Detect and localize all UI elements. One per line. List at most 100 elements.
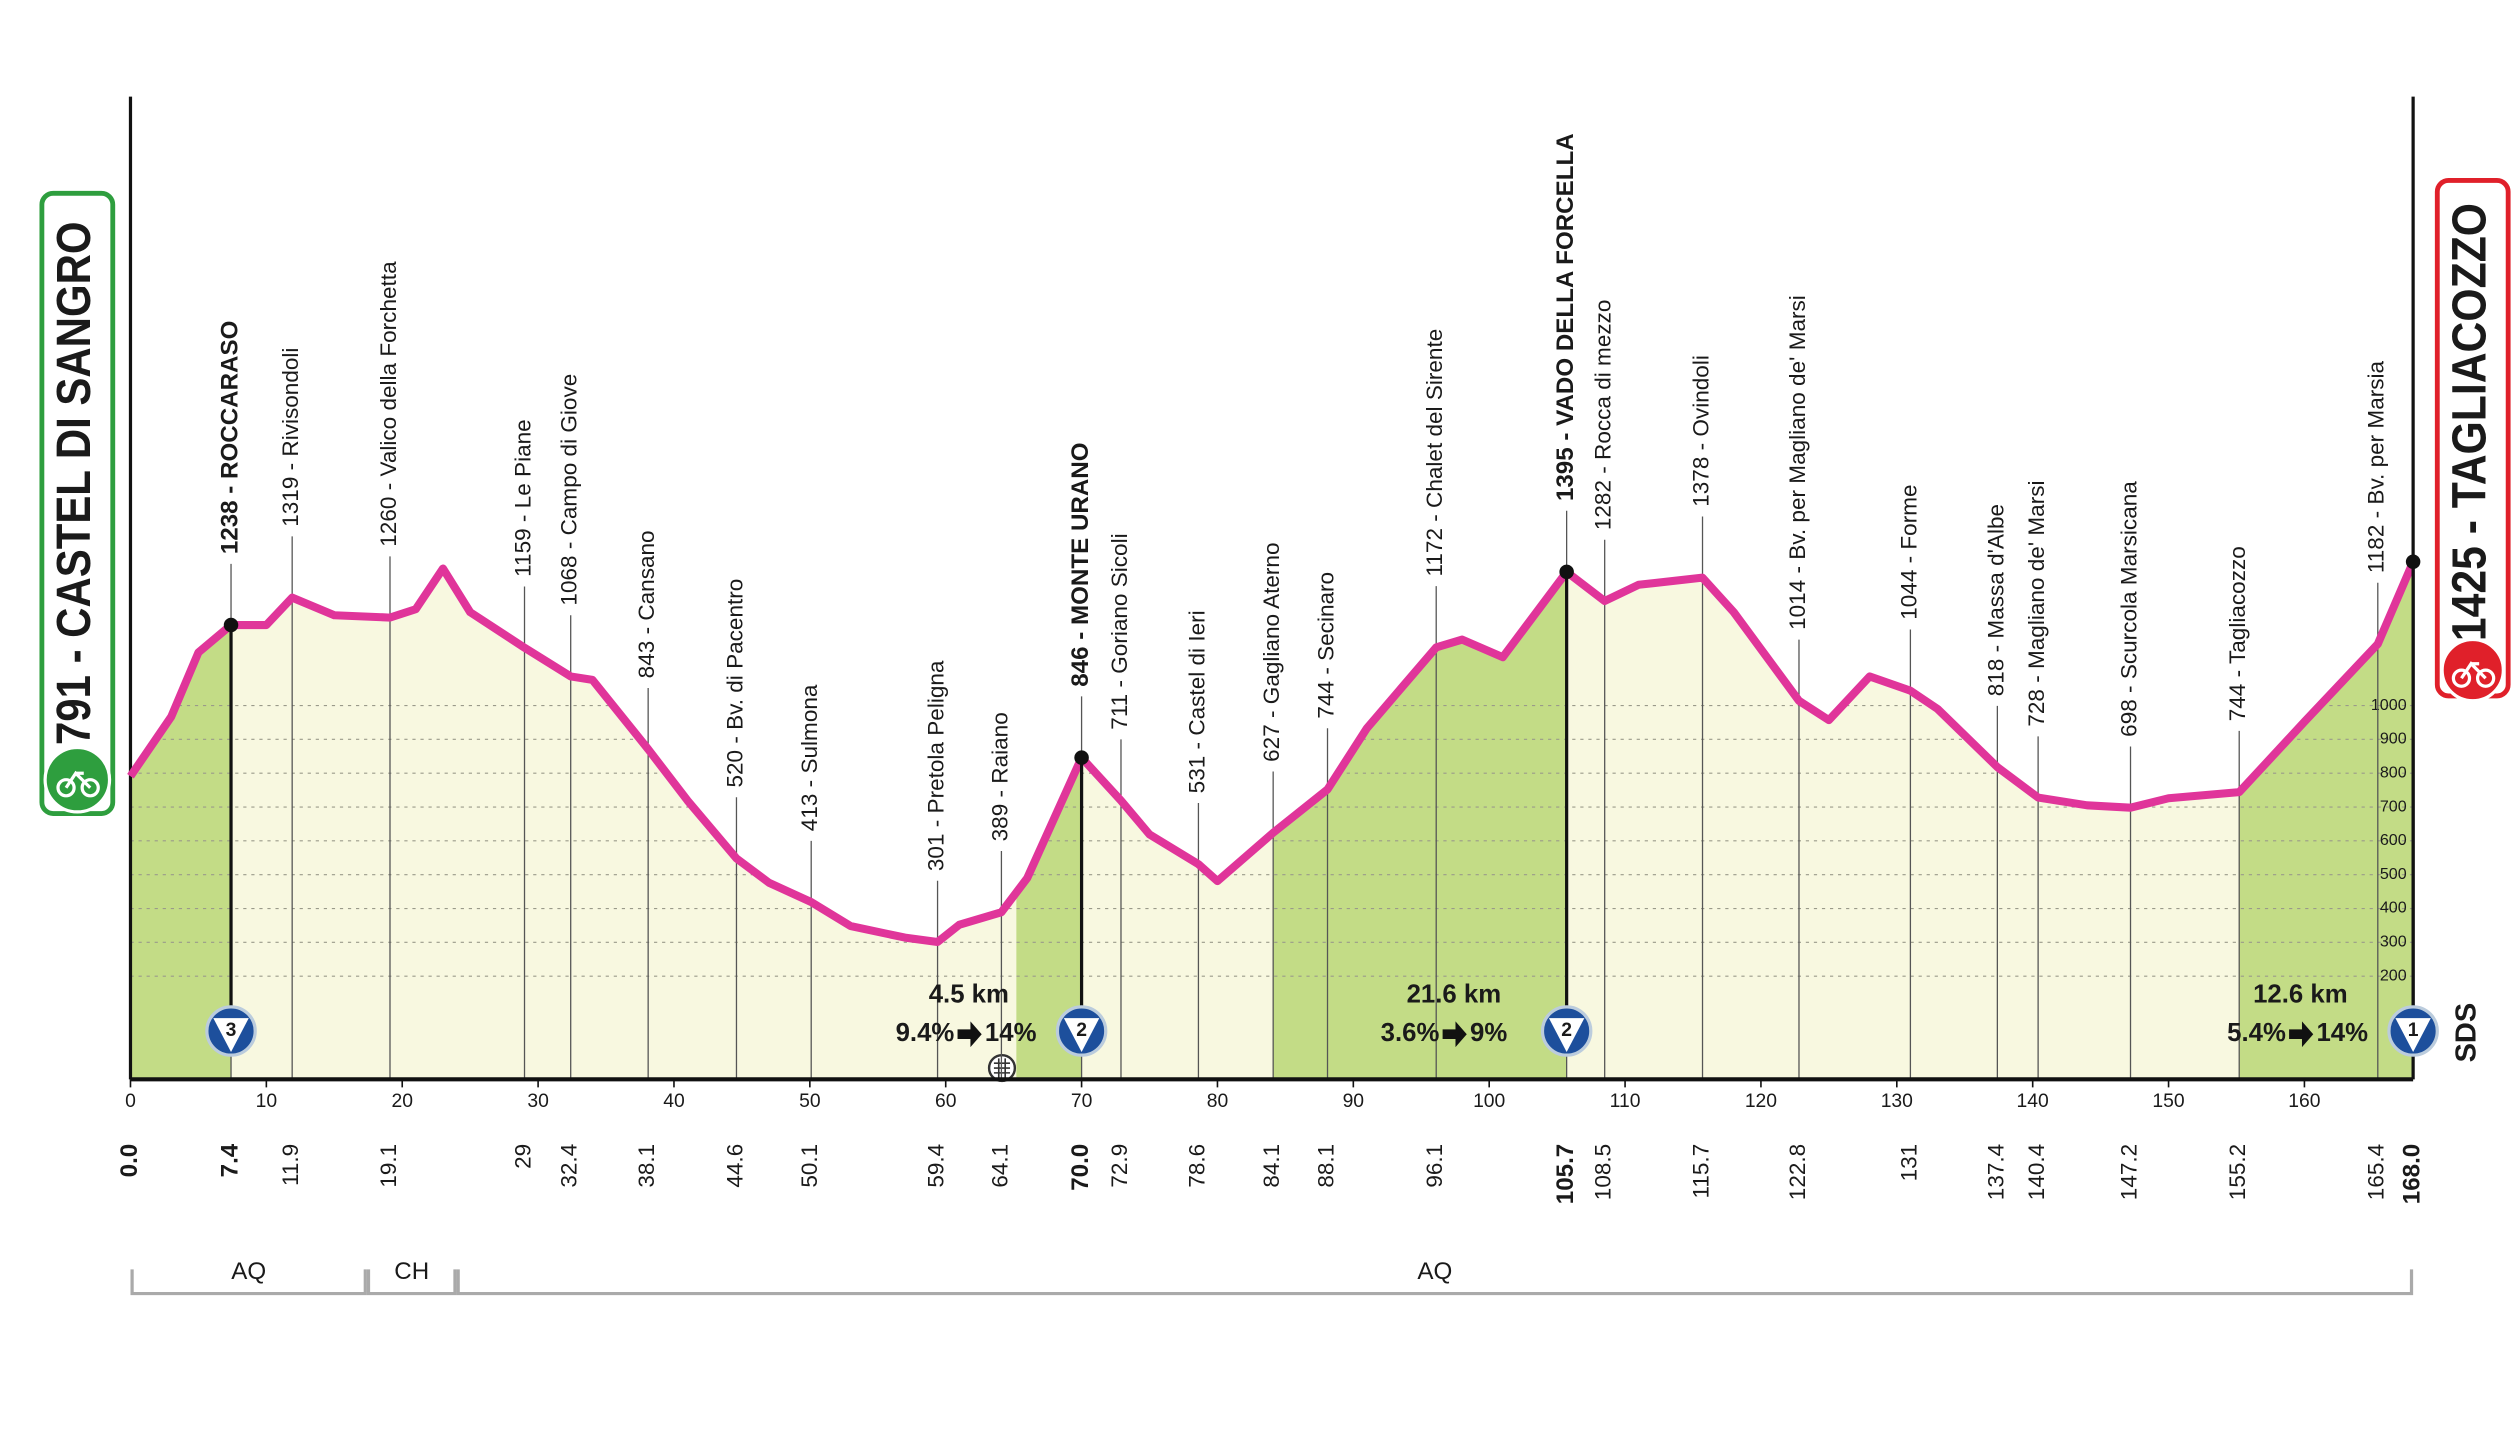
region-bracket: [130, 1269, 367, 1296]
km-label: 140.4: [2024, 1144, 2049, 1200]
region-bracket: [366, 1269, 457, 1296]
climb-max: 14%: [985, 1019, 1037, 1047]
km-label: 38.1: [634, 1144, 659, 1188]
waypoint-label: 744 - Tagliacozzo: [2225, 546, 2250, 721]
profile-area: [130, 561, 2414, 1080]
climb-category: 3: [226, 1020, 237, 1041]
climb-point: [223, 617, 239, 633]
waypoint-label: 301 - Pretola Peligna: [924, 660, 949, 871]
gradient-arrow: [957, 1021, 982, 1048]
x-tick-label: 150: [2152, 1091, 2184, 1112]
waypoint-label: 1159 - Le Piane: [510, 419, 535, 577]
start-label: 791 - CASTEL DI SANGRO: [47, 222, 101, 746]
region-label: CH: [394, 1258, 429, 1285]
y-tick-label: 500: [2380, 865, 2407, 883]
climb-max: 14%: [2316, 1019, 2368, 1047]
gradient-arrow: [1442, 1021, 1467, 1048]
km-label: 64.1: [987, 1144, 1012, 1188]
bike-icon: [56, 770, 100, 798]
waypoint-label: 531 - Castel di Ieri: [1184, 610, 1209, 793]
km-label: 59.4: [924, 1144, 949, 1188]
waypoint-label: 1260 - Valico della Forchetta: [376, 261, 401, 547]
waypoint-label: 846 - MONTE URANO: [1067, 442, 1094, 686]
bike-icon: [2451, 661, 2496, 688]
x-tick-label: 70: [1071, 1091, 1093, 1112]
profile-line: [127, 560, 2417, 947]
climb-max: 9%: [1470, 1019, 1507, 1047]
x-tick-label: 30: [527, 1091, 549, 1112]
finish-label: 1425 - TAGLIACOZZO: [2442, 203, 2496, 641]
km-label: 115.7: [1688, 1144, 1713, 1199]
x-tick-label: 20: [391, 1091, 412, 1112]
x-tick-label: 130: [1881, 1091, 1913, 1112]
waypoint-label: 698 - Scurcola Marsicana: [2116, 481, 2141, 737]
km-label: 7.4: [216, 1143, 243, 1177]
waypoint-label: 1182 - Bv. per Marsia: [2364, 360, 2389, 573]
km-label: 32.4: [557, 1144, 582, 1188]
climb-marker-triangle: [1548, 1018, 1585, 1052]
climb-zone: [1016, 757, 1082, 1080]
climb-avg: 3.6%: [1381, 1019, 1440, 1047]
x-tick-label: 60: [935, 1091, 957, 1112]
x-tick-label: 50: [799, 1091, 820, 1112]
km-label: 122.8: [1785, 1144, 1810, 1200]
climb-zone: [2239, 561, 2414, 1080]
y-tick-label: 400: [2380, 899, 2407, 917]
x-tick-label: 10: [256, 1091, 278, 1112]
x-tick-label: 90: [1343, 1091, 1365, 1112]
km-label: 131: [1896, 1144, 1921, 1182]
climb-avg: 5.4%: [2227, 1019, 2286, 1047]
km-label: 155.2: [2225, 1144, 2250, 1200]
climb-point: [1559, 564, 1574, 580]
waypoint-label: 1172 - Chalet del Sirente: [1422, 329, 1447, 577]
km-label: 29: [510, 1144, 535, 1169]
climb-length: 4.5 km: [929, 980, 1009, 1008]
waypoint-label: 1068 - Campo di Giove: [557, 374, 582, 606]
y-tick-label: 800: [2380, 763, 2407, 781]
finish-icon: [2440, 637, 2505, 703]
waypoint-label: 818 - Massa d'Albe: [1983, 504, 2008, 696]
y-tick-label: 300: [2380, 933, 2407, 951]
y-tick-label: 1000: [2371, 696, 2407, 714]
climb-length: 12.6 km: [2253, 980, 2348, 1008]
waypoint-label: 728 - Magliano de' Marsi: [2024, 480, 2049, 726]
climb-category: 1: [2408, 1020, 2419, 1041]
gradient-arrow: [2289, 1021, 2314, 1048]
km-label: 137.4: [1983, 1144, 2008, 1200]
waypoint-label: 1044 - Forme: [1896, 484, 1921, 619]
waypoint-label: 843 - Cansano: [634, 530, 659, 678]
waypoint-label: 1319 - Rivisondoli: [278, 348, 303, 527]
x-tick-label: 160: [2288, 1091, 2320, 1112]
climb-avg: 9.4%: [896, 1019, 955, 1047]
x-tick-label: 80: [1207, 1091, 1229, 1112]
km-label: 105.7: [1552, 1144, 1579, 1204]
climb-marker-triangle: [1063, 1018, 1100, 1052]
region-label: AQ: [231, 1258, 266, 1285]
waypoint-label: 627 - Gagliano Aterno: [1259, 542, 1284, 761]
climb-zone: [1273, 571, 1567, 1080]
waypoint-label: 1378 - Ovindoli: [1688, 355, 1713, 507]
climb-marker-triangle: [2395, 1018, 2431, 1052]
km-label: 72.9: [1107, 1144, 1132, 1188]
km-label: 19.1: [376, 1144, 401, 1188]
km-label: 70.0: [1067, 1144, 1094, 1191]
start-icon: [43, 745, 112, 814]
climb-zone: [130, 625, 232, 1080]
waypoint-label: 413 - Sulmona: [797, 684, 822, 831]
x-tick-label: 100: [1473, 1091, 1505, 1112]
x-tick-label: 120: [1745, 1091, 1777, 1112]
climb-category: 2: [1561, 1020, 1572, 1041]
waypoint-label: 1014 - Bv. per Magliano de' Marsi: [1785, 295, 1810, 630]
climb-category: 2: [1076, 1020, 1087, 1041]
logo: SDS: [2451, 1003, 2483, 1063]
waypoint-label: 520 - Bv. di Pacentro: [722, 579, 747, 788]
km-label: 44.6: [722, 1144, 747, 1188]
y-tick-label: 900: [2380, 730, 2407, 748]
y-tick-label: 700: [2380, 797, 2407, 815]
km-label: 96.1: [1422, 1144, 1447, 1188]
waypoint-label: 1395 - VADO DELLA FORCELLA: [1552, 133, 1579, 501]
x-tick-label: 110: [1610, 1091, 1641, 1112]
km-label: 108.5: [1591, 1144, 1616, 1200]
climb-point: [2405, 554, 2421, 570]
